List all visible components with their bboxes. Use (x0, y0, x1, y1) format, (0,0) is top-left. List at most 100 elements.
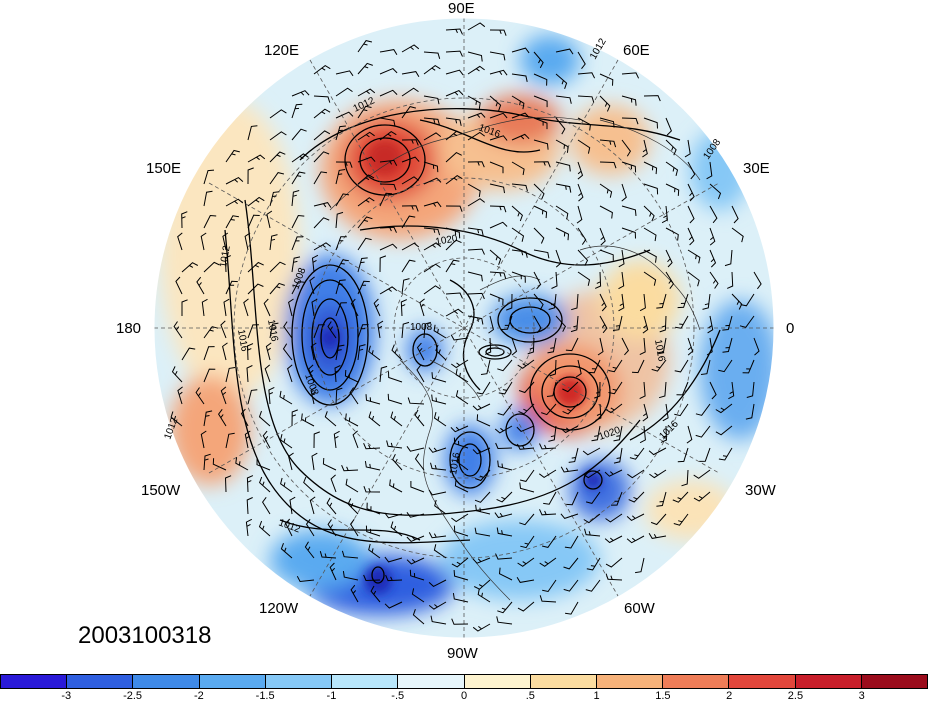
wind-barb (313, 171, 328, 185)
wind-barb (246, 343, 254, 361)
wind-barb (335, 279, 346, 295)
wind-barb (334, 365, 341, 383)
colorbar-swatch (133, 675, 200, 688)
wind-barb (283, 321, 293, 339)
wind-barb (173, 321, 183, 339)
wind-barb (687, 271, 700, 287)
wind-barb (577, 95, 595, 103)
wind-barb (451, 557, 469, 568)
colorbar-swatch (398, 675, 465, 688)
wind-barb (430, 462, 447, 471)
wind-barb (223, 298, 230, 317)
wind-barb (511, 161, 525, 176)
wind-barb (695, 425, 711, 438)
wind-barb (313, 242, 332, 251)
wind-barb (310, 342, 317, 361)
wind-barb (539, 557, 557, 567)
wind-barb (347, 498, 359, 515)
wind-barb (357, 324, 369, 339)
wind-barb (247, 261, 264, 273)
wind-barb (349, 519, 359, 537)
wind-barb (533, 139, 549, 150)
wind-barb (472, 557, 491, 564)
wind-barb (335, 125, 346, 141)
wind-barb (599, 293, 607, 312)
wind-barb (240, 408, 249, 427)
wind-barb (220, 386, 227, 405)
lon-label-60w: 60W (624, 600, 655, 617)
wind-barb (599, 249, 614, 261)
wind-barb (753, 271, 762, 290)
wind-barb (363, 486, 381, 493)
wind-barb (291, 153, 309, 163)
wind-barb (203, 453, 211, 471)
graticule (154, 18, 774, 638)
wind-barb (497, 403, 513, 416)
wind-barb (177, 232, 183, 251)
wind-barb (495, 553, 513, 560)
wind-barb (280, 543, 293, 559)
wind-barb (621, 227, 636, 239)
colorbar-tick-label: -3 (61, 690, 72, 702)
wind-barb (387, 393, 403, 405)
wind-barb (565, 337, 579, 352)
wind-barb (511, 249, 528, 258)
wind-barb (269, 172, 285, 185)
wind-barb (467, 161, 485, 168)
wind-barb (611, 491, 623, 506)
wind-barb (467, 227, 484, 236)
wind-barb (366, 502, 381, 515)
wind-barb (435, 344, 447, 361)
wind-barb (583, 513, 601, 524)
wind-barb (269, 261, 286, 273)
contour-label: 1020 (435, 233, 459, 248)
wind-barb (533, 117, 548, 130)
wind-barb (565, 601, 579, 615)
wind-barb (677, 293, 689, 309)
wind-barb (608, 381, 623, 395)
colorbar-tick-label: .5 (525, 690, 535, 702)
wind-barb (489, 29, 507, 36)
wind-barb (357, 174, 375, 185)
wind-barb (401, 87, 419, 97)
wind-barb (555, 183, 572, 193)
wind-barb (431, 372, 447, 383)
colorbar-swatch (596, 675, 664, 688)
wind-barb (488, 315, 494, 334)
wind-barb (445, 69, 464, 76)
wind-barb (384, 601, 403, 609)
wind-barb (291, 214, 305, 229)
wind-barb (335, 169, 346, 185)
wind-barb (621, 205, 637, 216)
wind-barb (564, 535, 579, 549)
wind-barb (658, 381, 667, 399)
wind-barb (588, 359, 601, 374)
wind-barb (225, 198, 244, 207)
wind-barb (702, 293, 711, 310)
wind-barb (451, 618, 469, 625)
wind-barb (477, 588, 491, 603)
wind-barb (357, 216, 373, 229)
wind-barb (224, 475, 232, 493)
wind-barb (621, 139, 632, 157)
wind-barb (201, 298, 208, 317)
wind-barb (311, 254, 319, 273)
wind-barb (519, 482, 535, 493)
wind-barb (428, 579, 447, 588)
wind-barb (433, 544, 447, 559)
wind-barb (335, 211, 344, 229)
wind-barb (428, 532, 447, 539)
wind-barb (373, 298, 381, 317)
wind-barb (643, 95, 661, 102)
wind-barb (662, 403, 669, 422)
colorbar-tick-label: 3 (858, 690, 865, 702)
wind-barb (401, 139, 419, 146)
wind-barb (414, 453, 425, 471)
wind-barb (715, 403, 733, 414)
wind-barb (599, 315, 608, 334)
wind-barb (391, 344, 403, 361)
wind-barb (203, 169, 215, 185)
wind-barb (621, 72, 640, 79)
wind-barb (599, 205, 613, 219)
colorbar-swatch (729, 675, 796, 688)
